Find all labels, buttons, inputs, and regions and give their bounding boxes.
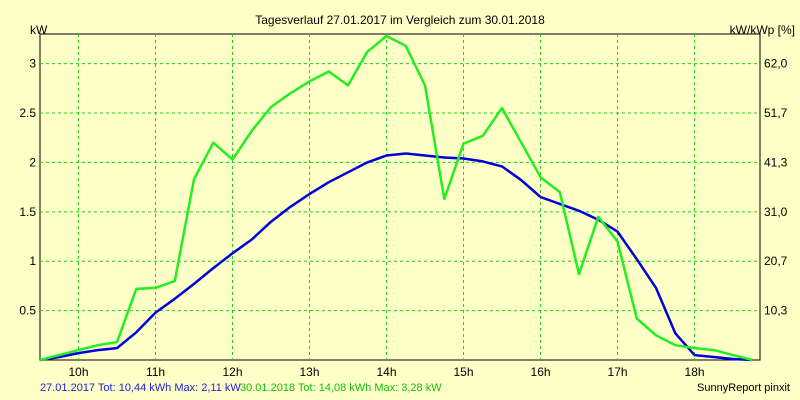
y-right-tick-label: 20,7	[764, 254, 788, 268]
x-tick-label: 16h	[531, 365, 551, 379]
y-right-tick-label: 10,3	[764, 304, 788, 318]
series-line-2	[39, 34, 753, 362]
x-tick-label: 13h	[300, 365, 320, 379]
plot-frame	[39, 33, 761, 361]
y-right-tick-label: 51,7	[764, 106, 788, 120]
y-axis-left-label: kW	[30, 23, 48, 37]
series-line-1	[39, 152, 753, 362]
x-tick-label: 17h	[608, 365, 628, 379]
y-right-tick-label: 41,3	[764, 155, 788, 169]
y-left-tick-label: 1	[29, 254, 36, 268]
chart-title: Tagesverlauf 27.01.2017 im Vergleich zum…	[255, 13, 545, 27]
series1-summary: 27.01.2017 Tot: 10,44 kWh Max: 2,11 kW	[40, 382, 241, 394]
x-tick-label: 10h	[68, 365, 88, 379]
plot-area: 10h 11h 12h 13h 14h 15h 16h 17h 18h 0.5 10,3 1 20,7 1…	[19, 33, 788, 379]
x-tick-label: 15h	[454, 365, 474, 379]
y-left-tick-label: 2.5	[19, 106, 36, 120]
y-left-tick-label: 3	[29, 57, 36, 71]
series2-summary: 30.01.2018 Tot: 14,08 kWh Max: 3,28 kW	[240, 382, 442, 394]
y-left-tick-label: 0.5	[19, 304, 36, 318]
x-tick-label: 14h	[377, 365, 397, 379]
y-left-tick-label: 2	[29, 155, 36, 169]
brand-label: SunnyReport pinxit	[697, 382, 790, 394]
y-right-tick-label: 31,0	[764, 205, 788, 219]
x-tick-label: 11h	[146, 365, 165, 379]
x-tick-label: 12h	[222, 365, 242, 379]
y-right-tick-label: 62,0	[764, 57, 788, 71]
x-tick-label: 18h	[685, 365, 705, 379]
y-left-tick-label: 1.5	[19, 205, 36, 219]
y-axis-right-label: kW/kWp [%]	[730, 23, 795, 37]
energy-line-chart: Tagesverlauf 27.01.2017 im Vergleich zum…	[19, 13, 795, 379]
